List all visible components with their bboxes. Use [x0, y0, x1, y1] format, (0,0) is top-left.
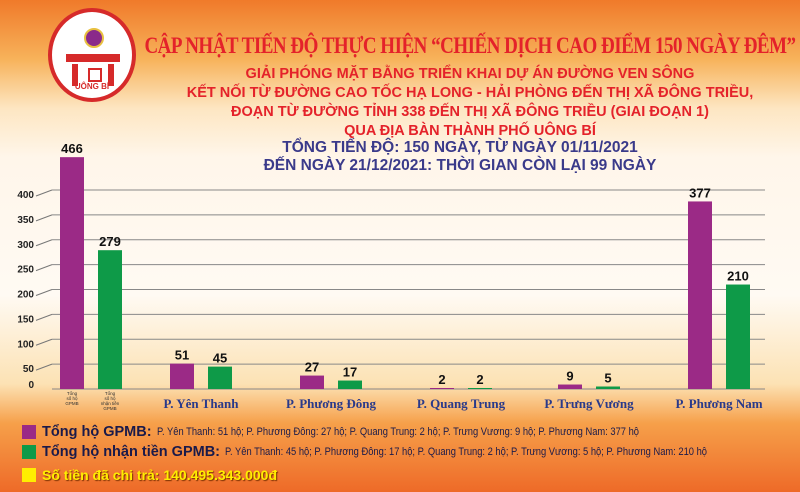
subtitle: GIẢI PHÓNG MẶT BẰNG TRIỂN KHAI DỰ ÁN ĐƯỜ…: [140, 65, 800, 141]
y-tick-label: 250: [17, 265, 34, 276]
first-group-label: Tổng: [105, 390, 116, 396]
progress-line: TỔNG TIẾN ĐỘ: 150 NGÀY, TỪ NGÀY 01/11/20…: [282, 139, 638, 156]
legend-swatch: [22, 468, 36, 482]
bar-received: [596, 386, 620, 389]
category-label: P. Trưng Vương: [544, 396, 634, 411]
data-label: 9: [566, 369, 573, 384]
gate-roof-icon: [66, 54, 120, 62]
subtitle-line: GIẢI PHÓNG MẶT BẰNG TRIỂN KHAI DỰ ÁN ĐƯỜ…: [245, 66, 695, 82]
y-tick-label: 50: [23, 364, 35, 375]
gate-icon: [72, 64, 114, 86]
logo-text: UÔNG BÍ: [74, 82, 110, 91]
first-group-label: GPMB: [103, 406, 116, 411]
data-label: 377: [689, 185, 711, 200]
tick-connector: [35, 264, 53, 272]
bar-gpmb: [300, 375, 324, 389]
progress-line: ĐẾN NGÀY 21/12/2021: THỜI GIAN CÒN LẠI 9…: [263, 157, 657, 174]
bar-gpmb: [170, 363, 194, 389]
tick-connector: [35, 189, 53, 197]
bar-gpmb: [430, 388, 454, 389]
data-label: 2: [438, 372, 445, 387]
bar-received: [208, 366, 232, 389]
subtitle-line: QUA ĐỊA BÀN THÀNH PHỐ UÔNG BÍ: [344, 123, 596, 139]
y-tick-label: 400: [17, 190, 34, 201]
bar-received: [468, 388, 492, 389]
bar-received: [338, 380, 362, 389]
y-tick-label: 0: [28, 380, 34, 391]
y-tick-label: 300: [17, 240, 34, 251]
legend-item-money: Số tiền đã chi trả: 140.495.343.000đ: [22, 465, 792, 485]
bar-gpmb: [60, 157, 84, 389]
bar-gpmb: [558, 384, 582, 389]
tick-connector: [35, 363, 53, 371]
tick-connector: [35, 214, 53, 222]
first-group-label: số hộ: [104, 396, 116, 401]
data-label: 45: [213, 351, 227, 366]
data-label: 17: [343, 365, 357, 380]
data-label: 5: [604, 371, 611, 386]
category-label: P. Phương Đông: [286, 396, 377, 411]
bar-received: [98, 250, 122, 389]
data-label: 466: [61, 141, 83, 156]
first-group-label: GPMB: [65, 401, 78, 406]
legend-label: Tổng hộ GPMB:: [42, 424, 152, 440]
progress-info: TỔNG TIẾN ĐỘ: 150 NGÀY, TỪ NGÀY 01/11/20…: [120, 139, 800, 175]
category-label: P. Phương Nam: [675, 396, 762, 411]
tick-connector: [35, 338, 53, 346]
data-label: 2: [476, 372, 483, 387]
money-paid: Số tiền đã chi trả: 140.495.343.000đ: [42, 467, 278, 483]
y-tick-label: 100: [17, 339, 34, 350]
y-tick-label: 150: [17, 314, 34, 325]
legend-detail: P. Yên Thanh: 51 hộ; P. Phương Đông: 27 …: [156, 426, 639, 438]
bar-gpmb: [688, 201, 712, 389]
page-title: CẬP NHẬT TIẾN ĐỘ THỰC HIỆN “CHIẾN DỊCH C…: [144, 33, 796, 59]
legend-detail: P. Yên Thanh: 45 hộ; P. Phương Đông: 17 …: [225, 446, 708, 458]
legend-item-gpmb: Tổng hộ GPMB: P. Yên Thanh: 51 hộ; P. Ph…: [22, 422, 792, 442]
category-label: P. Yên Thanh: [163, 396, 239, 411]
first-group-label: số hộ: [66, 396, 78, 401]
first-group-label: nhận tiền: [101, 401, 120, 406]
data-label: 279: [99, 234, 121, 249]
uong-bi-logo: UÔNG BÍ: [48, 8, 136, 102]
tick-connector: [35, 239, 53, 247]
y-tick-label: 200: [17, 290, 34, 301]
legend-swatch: [22, 445, 36, 459]
first-group-label: Tổng: [67, 390, 78, 396]
data-label: 51: [175, 348, 189, 363]
data-label: 27: [305, 360, 319, 375]
data-label: 210: [727, 269, 749, 284]
legend-item-received: Tổng hộ nhận tiền GPMB: P. Yên Thanh: 45…: [22, 442, 792, 462]
tick-connector: [35, 313, 53, 321]
tick-connector: [35, 289, 53, 296]
legend: Tổng hộ GPMB: P. Yên Thanh: 51 hộ; P. Ph…: [22, 422, 792, 485]
category-label: P. Quang Trung: [417, 396, 506, 411]
legend-label: Tổng hộ nhận tiền GPMB:: [42, 444, 221, 460]
legend-swatch: [22, 425, 36, 439]
flower-emblem-icon: [84, 28, 104, 48]
y-tick-label: 350: [17, 215, 34, 226]
subtitle-line: KẾT NỐI TỪ ĐƯỜNG CAO TỐC HẠ LONG - HẢI P…: [186, 85, 754, 101]
subtitle-line: ĐOẠN TỪ ĐƯỜNG TỈNH 338 ĐẾN THỊ XÃ ĐÔNG T…: [231, 104, 709, 120]
bar-received: [726, 284, 750, 389]
